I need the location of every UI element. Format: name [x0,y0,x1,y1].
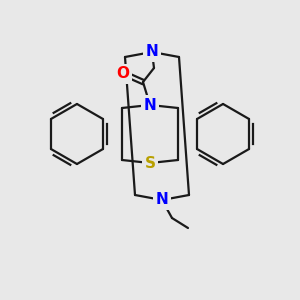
Text: S: S [145,155,155,170]
Text: N: N [146,44,158,59]
Text: N: N [144,98,156,112]
Text: O: O [116,67,130,82]
Text: N: N [156,193,168,208]
